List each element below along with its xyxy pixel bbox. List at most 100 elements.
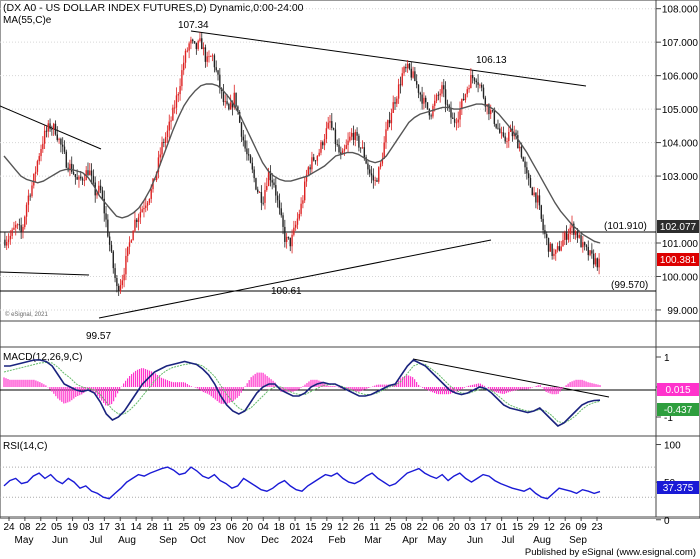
ma-layer — [3, 83, 601, 244]
candle-body — [112, 251, 114, 269]
candle-body — [42, 143, 44, 150]
candle-body — [304, 181, 306, 201]
candle-body — [497, 127, 499, 129]
candle-body — [119, 285, 122, 292]
candle-body — [396, 98, 398, 104]
candle-body — [4, 239, 6, 246]
candle-body — [518, 146, 521, 149]
candles — [4, 32, 600, 296]
x-day-label: 17 — [480, 522, 492, 533]
candle-body — [201, 38, 203, 50]
x-day-label: 22 — [417, 522, 429, 533]
candle-body — [211, 55, 214, 57]
macd-lines — [3, 359, 601, 427]
candle-body — [316, 155, 319, 161]
candle-body — [51, 128, 53, 130]
x-day-label: 20 — [242, 522, 254, 533]
candle-body — [71, 163, 73, 172]
candle-body — [116, 278, 118, 287]
x-day-label: 04 — [258, 522, 270, 533]
candle-body — [56, 134, 58, 140]
price-tick-label: 105.000 — [662, 105, 699, 116]
ma-line — [3, 83, 601, 244]
candle-body — [378, 167, 380, 182]
candle-body — [24, 216, 26, 228]
x-day-label: 31 — [115, 522, 127, 533]
x-day-label: 23 — [210, 522, 222, 533]
candle-body — [170, 120, 172, 122]
candle-body — [379, 163, 382, 168]
candle-body — [535, 192, 537, 203]
x-month-label: Sep — [569, 535, 587, 546]
x-day-label: 28 — [146, 522, 158, 533]
candle-body — [125, 255, 127, 275]
x-day-label: 01 — [289, 522, 301, 533]
x-day-label: 05 — [51, 522, 63, 533]
candle-body — [551, 243, 553, 256]
candle-body — [415, 81, 418, 85]
x-day-label: 20 — [448, 522, 460, 533]
level-value-box — [657, 220, 699, 233]
candle-body — [166, 130, 169, 137]
candle-body — [76, 177, 78, 180]
candle-body — [47, 123, 49, 132]
candle-body — [564, 232, 566, 241]
candle-body — [558, 246, 561, 251]
x-day-label: 08 — [401, 522, 413, 533]
candle-body — [150, 189, 152, 199]
macd-label: MACD(12,26,9,C) — [3, 352, 82, 363]
candle-body — [374, 180, 376, 182]
candle-body — [491, 110, 494, 112]
candle-body — [556, 246, 559, 250]
candle-body — [520, 146, 523, 158]
candle-body — [565, 232, 568, 240]
candle-body — [587, 246, 589, 256]
x-month-label: Apr — [402, 535, 418, 546]
candle-body — [130, 240, 133, 243]
candle-body — [285, 236, 288, 242]
candle-body — [320, 142, 322, 153]
candle-body — [213, 55, 216, 68]
candle-body — [343, 148, 346, 151]
candle-body — [294, 224, 297, 228]
candle-body — [457, 119, 459, 123]
macd-histogram — [3, 368, 601, 406]
candle-body — [361, 147, 364, 149]
candle-body — [582, 242, 584, 248]
candle-body — [20, 225, 22, 232]
candle-body — [253, 169, 255, 179]
candle-body — [372, 175, 375, 181]
candle-body — [226, 101, 228, 104]
candle-body — [381, 158, 384, 164]
candle-body — [592, 253, 595, 265]
candle-body — [461, 98, 463, 109]
candle-body — [92, 175, 95, 183]
candle-body — [408, 63, 411, 69]
candle-body — [591, 250, 593, 254]
candle-body — [280, 208, 282, 216]
candle-body — [222, 90, 225, 103]
x-day-label: 15 — [512, 522, 524, 533]
candle-body — [34, 171, 37, 174]
candle-body — [173, 107, 176, 109]
candle-body — [87, 170, 89, 176]
candle-body — [354, 132, 356, 140]
annotation-level-99-570: (99.570) — [611, 280, 648, 291]
x-month-label: 2024 — [291, 535, 314, 546]
candle-body — [29, 195, 31, 197]
candle-body — [403, 67, 405, 74]
candle-body — [387, 120, 389, 130]
candle-body — [571, 223, 573, 228]
candle-body — [309, 167, 311, 170]
candle-body — [367, 163, 369, 170]
candle-body — [392, 102, 394, 113]
candle-body — [49, 123, 51, 129]
candle-body — [78, 176, 80, 180]
candle-body — [405, 67, 407, 69]
candle-body — [208, 56, 210, 58]
candle-body — [349, 136, 351, 141]
candle-body — [538, 195, 541, 206]
candle-body — [90, 170, 93, 176]
candle-body — [502, 132, 505, 137]
candle-body — [334, 129, 337, 145]
